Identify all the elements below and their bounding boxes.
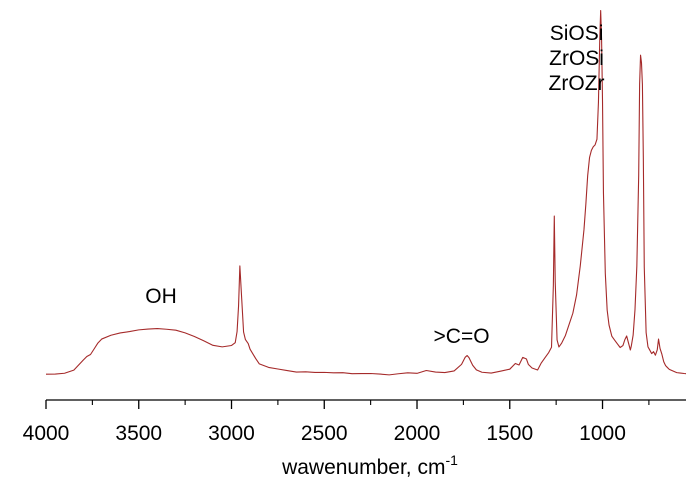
x-tick-label: 2000: [394, 422, 441, 445]
x-axis-label: wawenumber, cm-1: [281, 452, 458, 479]
x-tick-label: 1000: [579, 422, 626, 445]
annotation-label: ZrOZr: [549, 72, 605, 95]
annotation-label: SiOSi: [550, 22, 604, 45]
x-tick-labels: 4000 3500 3000 2500 2000 1500 1000: [23, 422, 626, 445]
x-tick-label: 2500: [301, 422, 348, 445]
x-tick-label: 1500: [486, 422, 533, 445]
annotation-label: ZrOSi: [549, 47, 604, 70]
x-axis-label-text: wawenumber, cm: [281, 456, 445, 479]
x-tick-label: 3000: [208, 422, 255, 445]
annotation-label: >C=O: [434, 325, 490, 348]
spectrum-line: [45, 10, 687, 376]
x-tick-label: 3500: [115, 422, 162, 445]
x-axis: 4000 3500 3000 2500 2000 1500 1000: [23, 399, 686, 445]
annotation-label: OH: [145, 285, 177, 308]
series-layer: [45, 10, 687, 376]
x-tick-label: 4000: [23, 422, 70, 445]
x-ticks: [45, 400, 650, 409]
x-axis-label-superscript: -1: [445, 452, 458, 468]
